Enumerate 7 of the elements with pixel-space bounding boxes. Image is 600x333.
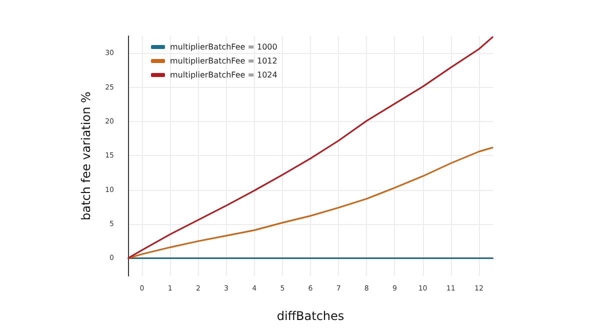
legend-label: multiplierBatchFee = 1000 [170, 42, 278, 52]
line-series [127, 36, 494, 260]
line-series [127, 146, 494, 260]
x-axis-title: diffBatches [276, 309, 344, 323]
legend-label: multiplierBatchFee = 1012 [170, 56, 278, 66]
y-axis-title: batch fee variation % [79, 92, 93, 220]
legend-label: multiplierBatchFee = 1024 [170, 70, 278, 80]
